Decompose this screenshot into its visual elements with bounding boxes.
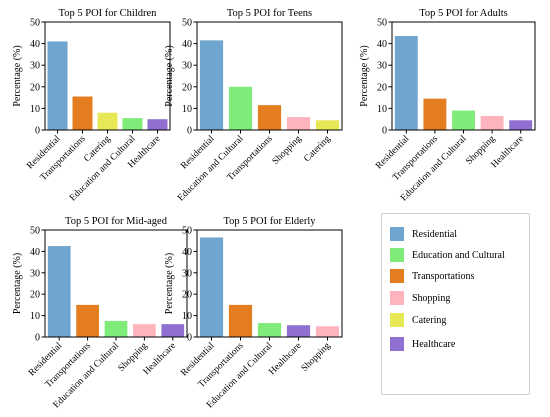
bar-residential bbox=[199, 237, 224, 337]
bar-healthcare bbox=[161, 324, 185, 337]
bar-education-and-cultural bbox=[257, 323, 282, 337]
chart-3: 01020304050ResidentialTransportationsEdu… bbox=[359, 8, 536, 203]
legend-swatch-healthcare bbox=[390, 337, 404, 351]
y-tick-label: 0 bbox=[35, 333, 40, 344]
bar-education-and-cultural bbox=[228, 86, 253, 130]
y-tick-label: 50 bbox=[182, 18, 192, 29]
bar-shopping bbox=[315, 326, 340, 337]
y-tick-label: 10 bbox=[30, 104, 40, 115]
y-tick-label: 50 bbox=[377, 18, 387, 29]
bar-transportations bbox=[228, 304, 253, 337]
bar-residential bbox=[199, 40, 224, 130]
y-tick-label: 40 bbox=[182, 39, 192, 50]
y-tick-label: 10 bbox=[30, 311, 40, 322]
bar-education-and-cultural bbox=[104, 320, 128, 337]
y-tick-label: 40 bbox=[30, 247, 40, 258]
y-tick-label: 0 bbox=[187, 333, 192, 344]
legend-swatch-shopping bbox=[390, 291, 404, 305]
bar-residential bbox=[394, 36, 418, 130]
legend-label-education-and-cultural: Education and Cultural bbox=[412, 249, 505, 261]
legend-label-catering: Catering bbox=[412, 314, 447, 326]
legend-item-transportations: Transportations bbox=[390, 268, 474, 284]
y-tick-label: 50 bbox=[30, 18, 40, 29]
bar-transportations bbox=[257, 105, 282, 130]
bar-transportations bbox=[72, 96, 93, 130]
chart-title: Top 5 POI for Children bbox=[59, 8, 158, 19]
chart-title: Top 5 POI for Adults bbox=[419, 8, 508, 19]
chart-title: Top 5 POI for Mid-aged bbox=[65, 216, 168, 227]
bar-residential bbox=[47, 41, 68, 130]
legend-swatch-residential bbox=[390, 227, 404, 241]
y-axis-label: Percentage (%) bbox=[164, 253, 175, 314]
y-tick-label: 20 bbox=[30, 82, 40, 93]
x-tick-label-shopping: Shopping bbox=[271, 134, 304, 167]
bar-transportations bbox=[423, 98, 447, 130]
chart-4: 01020304050ResidentialTransportationsEdu… bbox=[12, 216, 188, 410]
y-tick-label: 0 bbox=[382, 126, 387, 137]
bar-healthcare bbox=[509, 120, 533, 130]
y-tick-label: 30 bbox=[30, 268, 40, 279]
y-tick-label: 10 bbox=[182, 311, 192, 322]
legend-label-transportations: Transportations bbox=[412, 270, 475, 282]
legend-swatch-catering bbox=[390, 313, 404, 327]
bar-catering bbox=[97, 112, 118, 130]
legend-item-education-and-cultural: Education and Cultural bbox=[390, 247, 505, 263]
legend-item-shopping: Shopping bbox=[390, 290, 450, 306]
legend-item-healthcare: Healthcare bbox=[390, 336, 455, 352]
bar-healthcare bbox=[286, 325, 311, 337]
bar-catering bbox=[315, 120, 340, 130]
bar-shopping bbox=[133, 324, 156, 337]
bar-healthcare bbox=[147, 119, 168, 130]
y-tick-label: 30 bbox=[182, 268, 192, 279]
y-tick-label: 30 bbox=[377, 61, 387, 72]
y-tick-label: 20 bbox=[377, 82, 387, 93]
y-tick-label: 20 bbox=[182, 290, 192, 301]
bar-transportations bbox=[76, 304, 99, 337]
bar-education-and-cultural bbox=[452, 110, 475, 130]
legend-item-catering: Catering bbox=[390, 312, 446, 328]
y-tick-label: 40 bbox=[182, 247, 192, 258]
bar-residential bbox=[47, 246, 71, 337]
y-tick-label: 30 bbox=[182, 61, 192, 72]
y-tick-label: 50 bbox=[30, 226, 40, 237]
y-tick-label: 20 bbox=[30, 290, 40, 301]
y-axis-label: Percentage (%) bbox=[359, 45, 370, 106]
y-tick-label: 0 bbox=[187, 126, 192, 137]
legend-label-healthcare: Healthcare bbox=[412, 338, 456, 350]
legend-label-residential: Residential bbox=[412, 228, 457, 240]
chart-5: 01020304050ResidentialTransportationsEdu… bbox=[164, 216, 343, 410]
y-tick-label: 0 bbox=[35, 126, 40, 137]
y-tick-label: 20 bbox=[182, 82, 192, 93]
y-tick-label: 50 bbox=[182, 226, 192, 237]
bar-education-and-cultural bbox=[122, 118, 143, 130]
y-axis-label: Percentage (%) bbox=[12, 253, 23, 314]
x-tick-label-catering: Catering bbox=[302, 134, 332, 164]
x-tick-label-shopping: Shopping bbox=[300, 341, 333, 374]
bar-shopping bbox=[480, 115, 504, 130]
chart-title: Top 5 POI for Elderly bbox=[224, 216, 317, 227]
y-tick-label: 10 bbox=[377, 104, 387, 115]
y-tick-label: 30 bbox=[30, 61, 40, 72]
y-tick-label: 10 bbox=[182, 104, 192, 115]
x-tick-label-transportations: Transportations bbox=[39, 134, 88, 183]
chart-1: 01020304050ResidentialTransportationsCat… bbox=[12, 8, 171, 203]
y-tick-label: 40 bbox=[377, 39, 387, 50]
legend-item-residential: Residential bbox=[390, 226, 457, 242]
y-axis-label: Percentage (%) bbox=[164, 45, 175, 106]
y-axis-label: Percentage (%) bbox=[12, 45, 23, 106]
legend-swatch-education-and-cultural bbox=[390, 248, 404, 262]
legend-swatch-transportations bbox=[390, 269, 404, 283]
chart-title: Top 5 POI for Teens bbox=[227, 8, 312, 19]
legend: Residential Education and Cultural Trans… bbox=[381, 213, 530, 395]
legend-label-shopping: Shopping bbox=[412, 292, 451, 304]
bar-shopping bbox=[286, 117, 311, 130]
y-tick-label: 40 bbox=[30, 39, 40, 50]
